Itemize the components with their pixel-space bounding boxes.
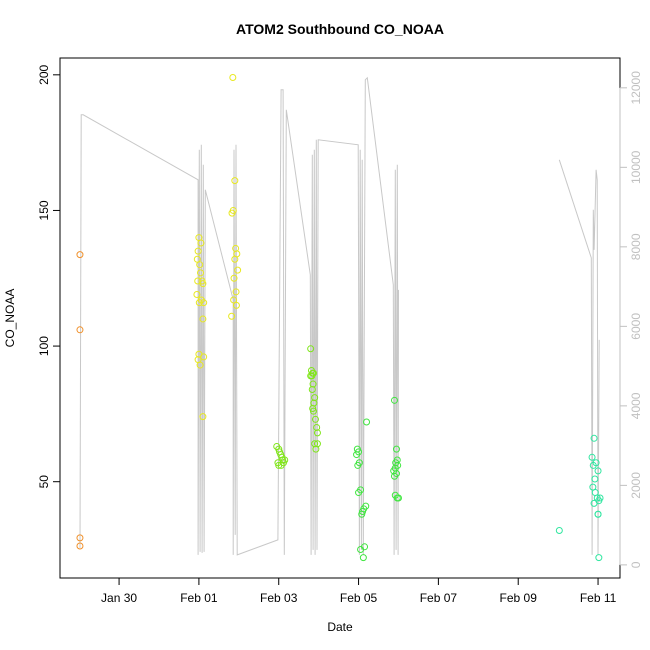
data-point xyxy=(390,396,398,404)
altitude-line xyxy=(79,76,600,556)
x-tick-label: Feb 09 xyxy=(500,591,538,605)
data-point xyxy=(232,288,240,296)
data-point xyxy=(195,299,203,307)
x-tick-label: Feb 11 xyxy=(580,591,617,605)
data-point xyxy=(311,415,319,423)
data-point xyxy=(230,274,238,282)
x-tick-label: Jan 30 xyxy=(101,591,137,605)
data-point xyxy=(232,301,240,309)
data-point xyxy=(76,326,84,334)
data-point xyxy=(392,445,400,453)
data-point xyxy=(555,527,563,535)
data-point xyxy=(313,429,321,437)
data-point xyxy=(230,296,238,304)
y-tick-label: 100 xyxy=(37,336,51,356)
data-point xyxy=(193,291,201,299)
data-point xyxy=(196,361,204,369)
data-point xyxy=(312,445,320,453)
data-point xyxy=(200,353,208,361)
x-tick-label: Feb 01 xyxy=(180,591,218,605)
data-point xyxy=(76,542,84,550)
data-point xyxy=(228,312,236,320)
y2-tick-label: 8000 xyxy=(629,233,643,260)
data-point xyxy=(308,372,316,380)
x-tick-label: Feb 07 xyxy=(420,591,458,605)
data-point xyxy=(594,510,602,518)
y2-tick-label: 0 xyxy=(629,561,643,568)
data-point xyxy=(390,472,398,480)
data-point xyxy=(228,209,236,217)
data-point xyxy=(200,299,208,307)
plot-box xyxy=(59,57,621,579)
y-tick-label: 150 xyxy=(37,200,51,220)
data-point xyxy=(353,451,361,459)
data-point xyxy=(76,251,84,259)
data-point xyxy=(591,475,599,483)
data-point xyxy=(588,453,596,461)
data-point xyxy=(363,418,371,426)
data-point xyxy=(358,510,366,518)
data-point xyxy=(590,499,598,507)
data-point xyxy=(194,247,202,255)
data-point xyxy=(357,546,365,554)
data-point xyxy=(199,280,207,288)
x-tick-label: Feb 05 xyxy=(340,591,378,605)
data-point xyxy=(196,261,204,269)
data-point xyxy=(308,385,316,393)
data-point xyxy=(307,345,315,353)
data-point xyxy=(595,554,603,562)
data-point xyxy=(394,494,402,502)
y-tick-label: 50 xyxy=(37,475,51,489)
data-point xyxy=(277,461,285,469)
data-point xyxy=(355,489,363,497)
data-point xyxy=(76,534,84,542)
data-point xyxy=(359,554,367,562)
data-point xyxy=(590,434,598,442)
y2-tick-label: 2000 xyxy=(629,472,643,499)
chart-title: ATOM2 Southbound CO_NOAA xyxy=(236,21,444,37)
y-tick-label: 200 xyxy=(37,64,51,84)
data-point xyxy=(231,177,239,185)
data-point xyxy=(309,407,317,415)
x-tick-label: Feb 03 xyxy=(260,591,298,605)
data-point xyxy=(234,266,242,274)
data-point xyxy=(199,315,207,323)
data-point xyxy=(589,461,597,469)
y2-tick-label: 6000 xyxy=(629,313,643,340)
data-point xyxy=(281,456,289,464)
data-point xyxy=(196,269,204,277)
x-axis-label: Date xyxy=(327,620,353,634)
data-point xyxy=(231,255,239,263)
data-point xyxy=(594,467,602,475)
y2-tick-label: 4000 xyxy=(629,392,643,419)
data-point xyxy=(197,239,205,247)
data-point xyxy=(229,74,237,82)
y-axis-label: CO_NOAA xyxy=(3,289,17,348)
y2-tick-label: 10000 xyxy=(629,150,643,184)
data-point xyxy=(275,461,283,469)
data-point xyxy=(354,461,362,469)
data-point xyxy=(199,413,207,421)
y2-tick-label: 12000 xyxy=(629,71,643,105)
